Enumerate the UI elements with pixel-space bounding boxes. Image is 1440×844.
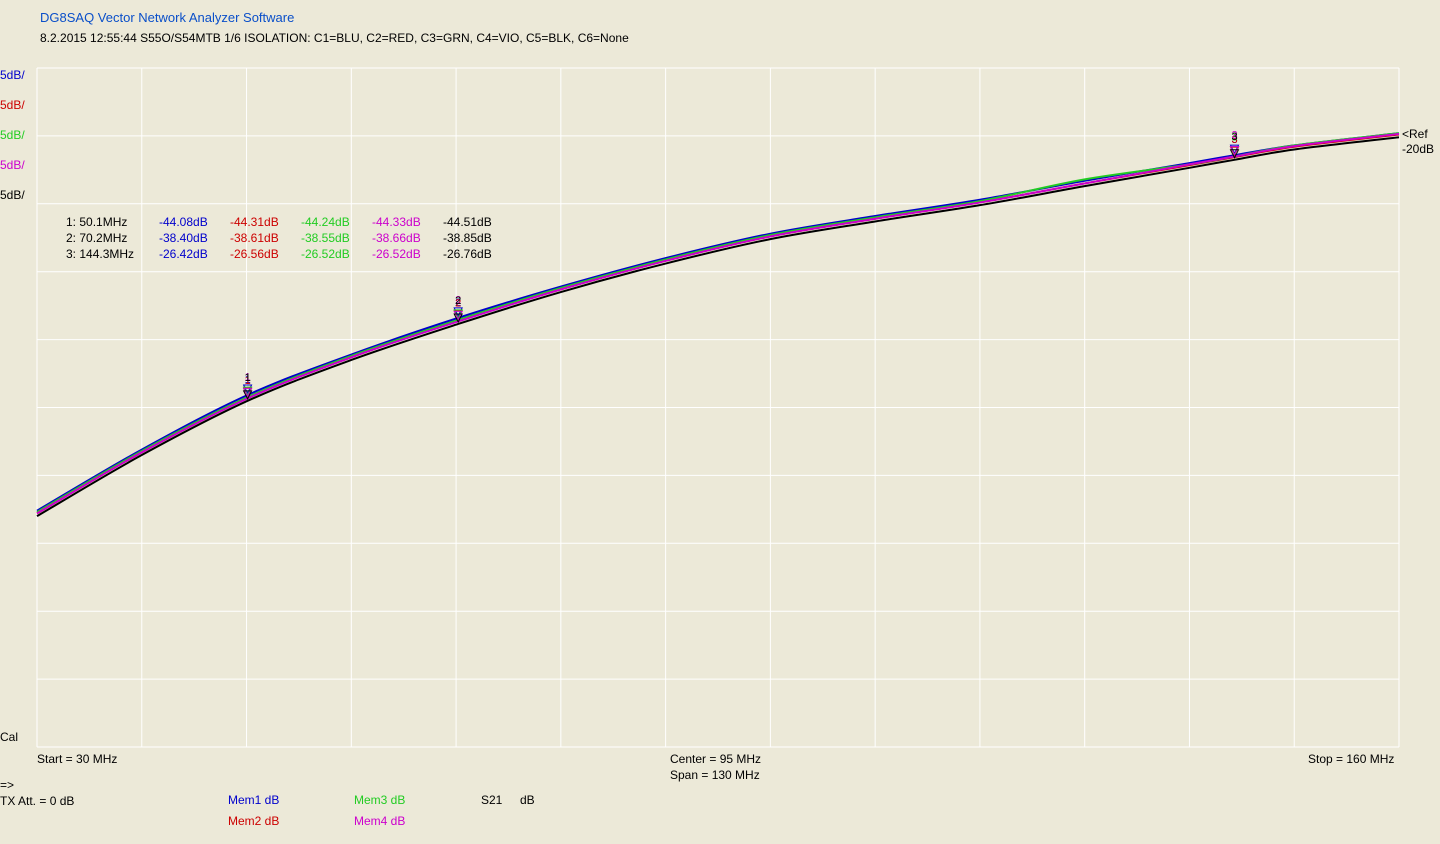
scale-label-c5: 5dB/ [0,188,25,202]
x-stop-label: Stop = 160 MHz [1308,752,1395,766]
marker-3-number: 3 [1232,130,1238,142]
ref-level-label: <Ref -20dB [1402,127,1434,157]
x-span-label: Span = 130 MHz [670,768,760,782]
marker-1-c3: -44.24dB [301,215,350,229]
scale-label-c1: 5dB/ [0,68,25,82]
marker-2-triangle [453,313,463,324]
marker-2-c2: -38.61dB [230,231,279,245]
app-title: DG8SAQ Vector Network Analyzer Software [40,10,295,25]
param-label: S21 [481,793,503,807]
marker-2-number: 2 [455,295,461,307]
marker-1-freq: 1: 50.1MHz [66,215,128,229]
tx-att-label: TX Att. = 0 dB [0,794,75,808]
trace-c4 [36,132,1400,515]
marker-1-triangle [242,384,253,395]
marker-3-c3: -26.52dB [301,247,350,261]
marker-2-c1: -38.40dB [159,231,208,245]
marker-3-c1: -26.42dB [159,247,208,261]
marker-1-number: 1 [245,371,251,383]
scale-label-c2: 5dB/ [0,98,25,112]
chart-traces [36,132,1400,518]
marker-3-freq: 3: 144.3MHz [66,247,135,261]
x-start-label: Start = 30 MHz [37,752,118,766]
marker-1-number: 1 [245,372,251,384]
command-prompt[interactable]: => [0,778,15,792]
marker-1-c4: -44.33dB [372,215,421,229]
marker-1-number: 1 [245,372,251,384]
marker-2-number: 2 [455,297,461,309]
mem4-label: Mem4 dB [354,814,406,828]
cal-label: Cal [0,730,19,744]
marker-3-c4: -26.52dB [372,247,421,261]
marker-2-c5: -38.85dB [443,231,492,245]
marker-1-c1: -44.08dB [159,215,208,229]
marker-2-number: 2 [455,298,461,310]
marker-2-freq: 2: 70.2MHz [66,231,128,245]
x-center-label: Center = 95 MHz [670,752,762,766]
mem2-label: Mem2 dB [228,814,280,828]
scale-label-c4: 5dB/ [0,158,25,172]
marker-2-c4: -38.66dB [372,231,421,245]
marker-1-c5: -44.51dB [443,215,492,229]
marker-2-triangle [453,310,463,321]
marker-3-triangle [1229,144,1240,155]
marker-3-triangle [1229,149,1240,159]
marker-1-c2: -44.31dB [230,215,279,229]
marker-1-triangle [242,390,253,400]
trace-c1 [36,132,1400,512]
measurement-subtitle: 8.2.2015 12:55:44 S55O/S54MTB 1/6 ISOLAT… [40,31,629,45]
ref-level-value: -20dB [1402,142,1435,156]
unit-label: dB [520,793,535,807]
mem1-label: Mem1 dB [228,793,280,807]
marker-3-number: 3 [1232,134,1238,146]
marker-1-number: 1 [245,375,251,387]
ref-label-text: <Ref [1402,127,1428,141]
trace-c5 [36,136,1400,518]
scale-label-c3: 5dB/ [0,128,25,142]
marker-3-number: 3 [1232,134,1238,146]
marker-2-c3: -38.55dB [301,231,350,245]
marker-3-triangle [1229,146,1240,156]
marker-2-number: 2 [455,295,461,307]
marker-3-c5: -26.76dB [443,247,492,261]
marker-3-number: 3 [1232,132,1238,144]
marker-3-c2: -26.56dB [230,247,279,261]
marker-3-number: 3 [1232,131,1238,143]
chart-grid [36,67,1400,748]
marker-2-number: 2 [455,294,461,306]
marker-1-triangle [242,387,253,398]
marker-1-number: 1 [245,374,251,386]
mem3-label: Mem3 dB [354,793,406,807]
